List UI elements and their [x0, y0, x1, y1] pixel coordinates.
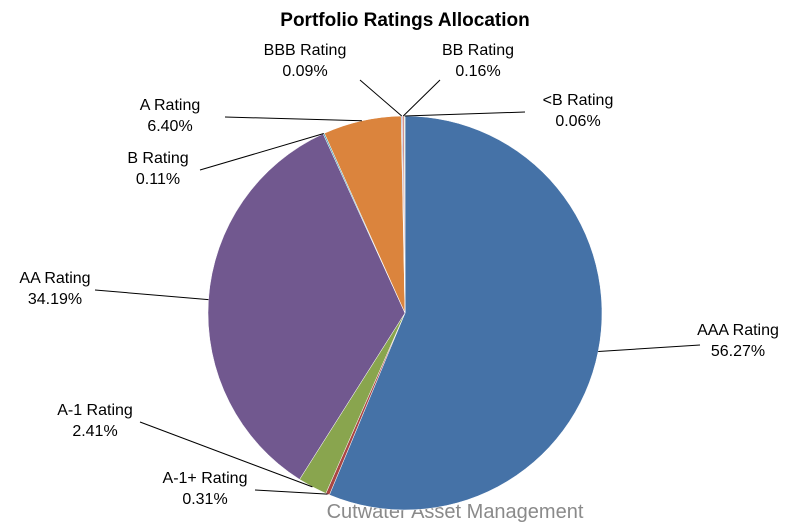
leader-line — [139, 421, 313, 488]
slice-value-label: 0.31% — [182, 491, 227, 508]
leader-line — [404, 111, 526, 117]
slice-value-label: 2.41% — [72, 423, 117, 440]
leader-line — [199, 133, 324, 171]
slice-label: A-1 Rating — [57, 402, 133, 419]
slice-value-label: 0.11% — [136, 171, 180, 188]
leader-line — [359, 79, 403, 117]
leader-line — [402, 79, 441, 117]
slice-value-label: 0.09% — [282, 63, 327, 80]
slice-label: <B Rating — [543, 92, 614, 109]
slice-label: A-1+ Rating — [163, 470, 248, 487]
slice-value-label: 0.06% — [555, 113, 600, 130]
slice-value-label: 56.27% — [711, 343, 765, 360]
slice-label: B Rating — [127, 150, 188, 167]
leader-line — [254, 489, 328, 495]
pie-slice — [207, 133, 406, 480]
leader-line — [598, 344, 701, 353]
slice-value-label: 0.16% — [455, 63, 500, 80]
slice-label: AAA Rating — [697, 322, 779, 339]
leader-line — [94, 289, 209, 301]
slice-label: BB Rating — [442, 42, 514, 59]
leader-line — [224, 116, 362, 122]
slice-label: A Rating — [140, 97, 200, 114]
slice-label: AA Rating — [19, 270, 90, 287]
slice-value-label: 34.19% — [28, 291, 82, 308]
slice-value-label: 6.40% — [147, 118, 192, 135]
slice-label: BBB Rating — [264, 42, 347, 59]
chart-title: Portfolio Ratings Allocation — [280, 10, 529, 31]
